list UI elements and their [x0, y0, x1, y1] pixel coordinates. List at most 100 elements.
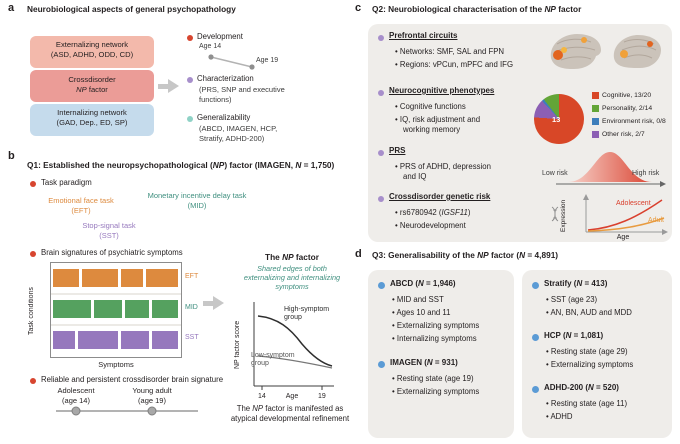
expression-ylabel: Expression: [560, 199, 567, 233]
arrow-right-icon-b: [203, 296, 224, 310]
internalizing-line2: (GAD, Dep., ED, SP): [56, 117, 128, 127]
development-bullet-icon: [187, 35, 193, 41]
panel-a-label: a: [8, 2, 15, 14]
genetic-heading: Crossdisorder genetic risk: [389, 192, 491, 201]
generalizability-label: Generalizability: [197, 113, 251, 122]
task-paradigm-bullet-icon: [30, 181, 36, 187]
expression-age-chart: [583, 194, 668, 235]
imagen-item-1: Resting state (age 19): [392, 374, 504, 384]
legend-other: Other risk, 2/7: [592, 131, 645, 138]
panel-d-label: d: [355, 248, 362, 260]
stratify-bullet-icon: [532, 282, 539, 289]
stratify-heading: Stratify (N = 413): [544, 279, 608, 288]
externalizing-line1: Externalizing network: [55, 40, 129, 49]
prs-low-risk-label: Low risk: [542, 170, 568, 177]
np-tick-14: 14: [258, 393, 266, 400]
dna-icon: [551, 206, 559, 222]
characterization-bullet-icon: [187, 77, 193, 83]
pie-value-label: 13: [552, 115, 561, 124]
abcd-item-4: Internalizing symptoms: [392, 334, 504, 344]
hcp-item-1: Resting state (age 29): [546, 347, 664, 357]
brain-medial-image: [613, 35, 661, 68]
hcp-heading: HCP (N = 1,081): [544, 331, 604, 340]
bar-row-label-eft: EFT: [185, 273, 199, 280]
np-plot-xlabel: Age: [285, 393, 299, 400]
dev-age-start-label: Age 14: [199, 43, 222, 50]
adhd200-bullet-icon: [532, 386, 539, 393]
sst-task-label: Stop-signal task (SST): [82, 221, 136, 240]
brain-lateral-image: [550, 34, 601, 69]
stratify-item-2: AN, BN, AUD and MDD: [546, 308, 664, 318]
bar-plot-xlabel: Symptoms: [98, 360, 134, 369]
neurocognitive-heading: Neurocognitive phenotypes: [389, 86, 495, 95]
genetic-item-snp: rs6780942 (IGSF11): [395, 208, 525, 218]
crossdisorder-line1: Crossdisorder: [68, 75, 116, 84]
legend-personality-swatch: [592, 105, 599, 112]
abcd-heading: ABCD (N = 1,946): [390, 279, 456, 288]
stratify-item-1: SST (age 23): [546, 295, 664, 305]
prefrontal-heading: Prefrontal circuits: [389, 31, 458, 40]
prs-bullet-icon: [378, 150, 384, 156]
brain-signatures-bullet-icon: [30, 251, 36, 257]
np-high-group-label: High-symptom group: [284, 306, 330, 322]
np-plot-ylabel: NP factor score: [234, 320, 241, 370]
task-conditions-bar-plot: [50, 262, 182, 358]
legend-other-swatch: [592, 131, 599, 138]
externalizing-network-box: Externalizing network (ASD, ADHD, ODD, C…: [30, 36, 154, 68]
bar-plot-ylabel: Task conditions: [28, 287, 35, 335]
arrow-right-icon-a: [158, 79, 179, 93]
bar-row-label-mid: MID: [185, 304, 198, 311]
significant-associations-pie-chart: 13: [534, 94, 584, 144]
characterization-detail: (PRS, SNP and executive functions): [199, 85, 285, 104]
reliable-label: Reliable and persistent crossdisorder br…: [41, 375, 224, 384]
mid-task-label: Monetary incentive delay task (MID): [147, 191, 247, 210]
np-tick-19: 19: [318, 393, 326, 400]
adhd200-item-2: ADHD: [546, 412, 664, 422]
task-paradigm-label: Task paradigm: [41, 178, 92, 187]
abcd-item-3: Externalizing symptoms: [392, 321, 504, 331]
prefrontal-bullet-icon: [378, 35, 384, 41]
legend-environment-swatch: [592, 118, 599, 125]
abcd-item-2: Ages 10 and 11: [392, 308, 504, 318]
adhd200-item-1: Resting state (age 11): [546, 399, 664, 409]
np-factor-caption: The NP factor is manifested as atypical …: [230, 404, 350, 423]
genetic-item-neurodev: Neurodevelopment: [395, 221, 525, 231]
panel-c-label: c: [355, 2, 362, 14]
prefrontal-item-regions: Regions: vPCun, mPFC and IFG: [395, 60, 540, 70]
expression-xlabel: Age: [616, 234, 630, 241]
np-factor-plot: [253, 302, 334, 390]
neurocognitive-item-1: Cognitive functions: [395, 102, 525, 112]
eft-task-label: Emotional face task (EFT): [48, 196, 114, 215]
development-trend-chart: [208, 54, 255, 70]
hcp-bullet-icon: [532, 334, 539, 341]
panel-d-title: Q3: Generalisability of the NP factor (N…: [372, 250, 559, 260]
generalizability-bullet-icon: [187, 116, 193, 122]
abcd-bullet-icon: [378, 282, 385, 289]
bar-row-label-sst: SST: [185, 334, 199, 341]
panel-b-label: b: [8, 150, 15, 162]
generalizability-detail: (ABCD, IMAGEN, HCP, Stratify, ADHD-200): [199, 124, 278, 143]
characterization-label: Characterization: [197, 74, 254, 83]
legend-cognitive: Cognitive, 13/20: [592, 92, 651, 99]
timeline-start-label: Adolescent (age 14): [57, 386, 95, 405]
development-label: Development: [197, 32, 243, 41]
np-low-group-label: Low-symptom group: [251, 352, 295, 368]
panel-b-title: Q1: Established the neuropsychopathologi…: [27, 160, 335, 170]
imagen-heading: IMAGEN (N = 931): [390, 358, 458, 367]
reliable-bullet-icon: [30, 378, 36, 384]
neurocognitive-bullet-icon: [378, 90, 384, 96]
crossdisorder-np-box: Crossdisorder NP factor: [30, 70, 154, 102]
internalizing-network-box: Internalizing network (GAD, Dep., ED, SP…: [30, 104, 154, 136]
legend-environment: Environment risk, 0/8: [592, 118, 666, 125]
panel-a-title: Neurobiological aspects of general psych…: [27, 4, 236, 14]
imagen-item-2: Externalizing symptoms: [392, 387, 504, 397]
panel-c-title: Q2: Neurobiological characterisation of …: [372, 4, 582, 14]
crossdisorder-line2: NP factor: [76, 84, 108, 94]
prefrontal-item-networks: Networks: SMF, SAL and FPN: [395, 47, 535, 57]
externalizing-line2: (ASD, ADHD, ODD, CD): [50, 49, 134, 59]
genetic-bullet-icon: [378, 196, 384, 202]
np-factor-subtitle: Shared edges of both externalizing and i…: [243, 264, 341, 292]
adhd200-heading: ADHD-200 (N = 520): [544, 383, 619, 392]
brain-signatures-label: Brain signatures of psychiatric symptoms: [41, 248, 183, 257]
